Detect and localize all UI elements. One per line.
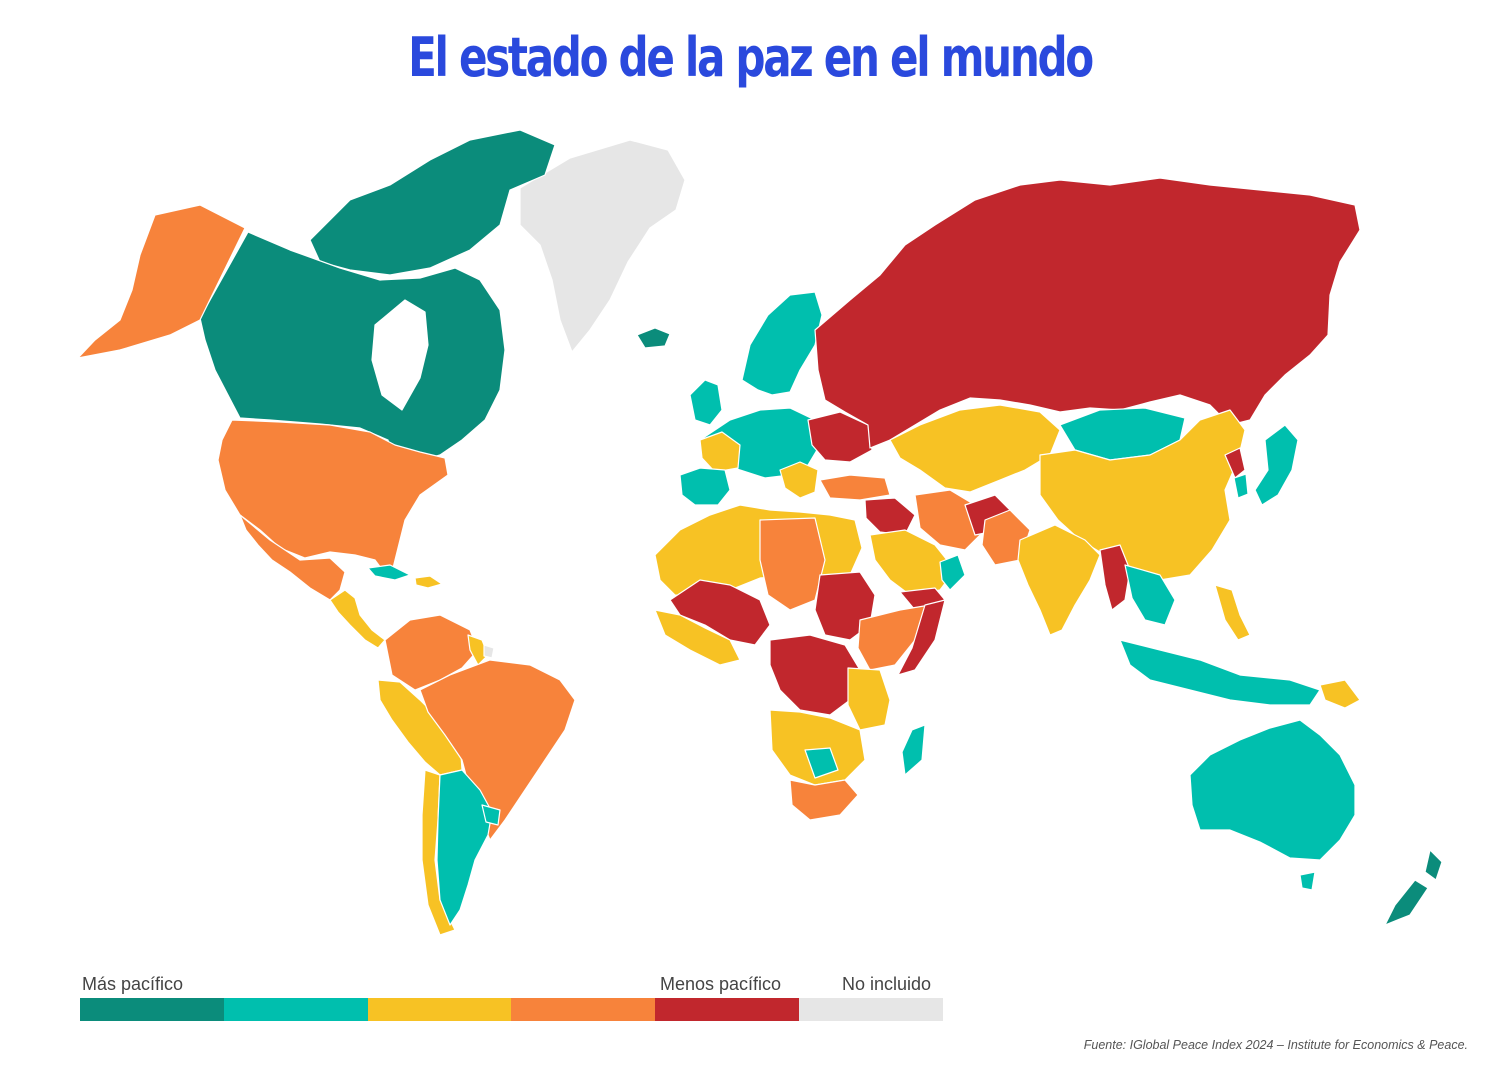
scandinavia	[741, 291, 823, 396]
middle-east-conflict	[864, 497, 916, 536]
legend-swatch-very-low-peace	[655, 998, 800, 1021]
west-africa-coast	[654, 609, 741, 666]
legend-swatch-high-peace	[223, 998, 368, 1021]
indonesia-malaysia	[1119, 639, 1321, 706]
southern-central-africa	[769, 709, 866, 786]
korea	[1224, 447, 1246, 479]
uruguay	[481, 804, 501, 826]
russia	[814, 177, 1361, 449]
central-america	[329, 589, 386, 649]
greenland	[519, 139, 686, 353]
somalia	[897, 599, 946, 676]
south-korea	[1233, 473, 1249, 499]
central-africa-drc	[769, 634, 861, 716]
guyana-suriname	[467, 634, 489, 666]
map-title: El estado de la paz en el mundo	[408, 26, 1094, 89]
sahel-west-africa	[669, 579, 771, 646]
legend-swatch-low-peace	[511, 998, 656, 1021]
japan	[1254, 424, 1299, 506]
south-africa	[789, 779, 859, 821]
legend-swatch-medium-peace	[367, 998, 512, 1021]
iceland	[636, 327, 671, 349]
hudson-bay	[371, 299, 429, 411]
brazil	[419, 659, 576, 841]
iberia	[679, 467, 731, 506]
legend-label-most-peaceful: Más pacífico	[82, 974, 184, 994]
thailand-indochina	[1124, 564, 1176, 626]
alaska	[77, 204, 246, 359]
legend-swatch-not-included	[799, 998, 943, 1021]
kazakhstan-central-asia	[889, 404, 1061, 493]
philippines	[1214, 584, 1251, 641]
saudi-arabia	[869, 529, 956, 596]
legend-swatch-very-high-peace	[80, 998, 224, 1021]
madagascar	[901, 724, 926, 776]
ukraine-belarus	[807, 411, 873, 463]
libya-chad	[759, 517, 826, 611]
botswana	[804, 747, 839, 779]
east-africa	[847, 667, 891, 731]
source-note: Fuente: IGlobal Peace Index 2024 – Insti…	[1083, 1038, 1468, 1052]
french-guiana	[483, 644, 495, 659]
horn-of-africa	[857, 604, 931, 671]
france	[699, 431, 741, 473]
tasmania	[1299, 871, 1316, 891]
canada	[199, 231, 506, 471]
canada-arctic-islands	[309, 129, 556, 276]
legend-label-not-included: No incluido	[842, 974, 932, 994]
myanmar	[1099, 544, 1131, 611]
australia	[1189, 719, 1356, 861]
oman	[939, 554, 966, 591]
uk-ireland	[689, 379, 723, 426]
turkey	[819, 474, 891, 501]
cuba	[367, 564, 411, 581]
new-zealand	[1384, 849, 1443, 926]
hispaniola	[414, 575, 443, 589]
legend-label-least-peaceful: Menos pacífico	[660, 974, 782, 994]
argentina	[436, 769, 493, 926]
balkans	[779, 461, 819, 499]
legend-color-scale	[80, 998, 943, 1021]
usa	[217, 419, 449, 581]
colombia-venezuela	[384, 614, 479, 691]
png	[1319, 679, 1361, 709]
india	[1017, 524, 1101, 636]
